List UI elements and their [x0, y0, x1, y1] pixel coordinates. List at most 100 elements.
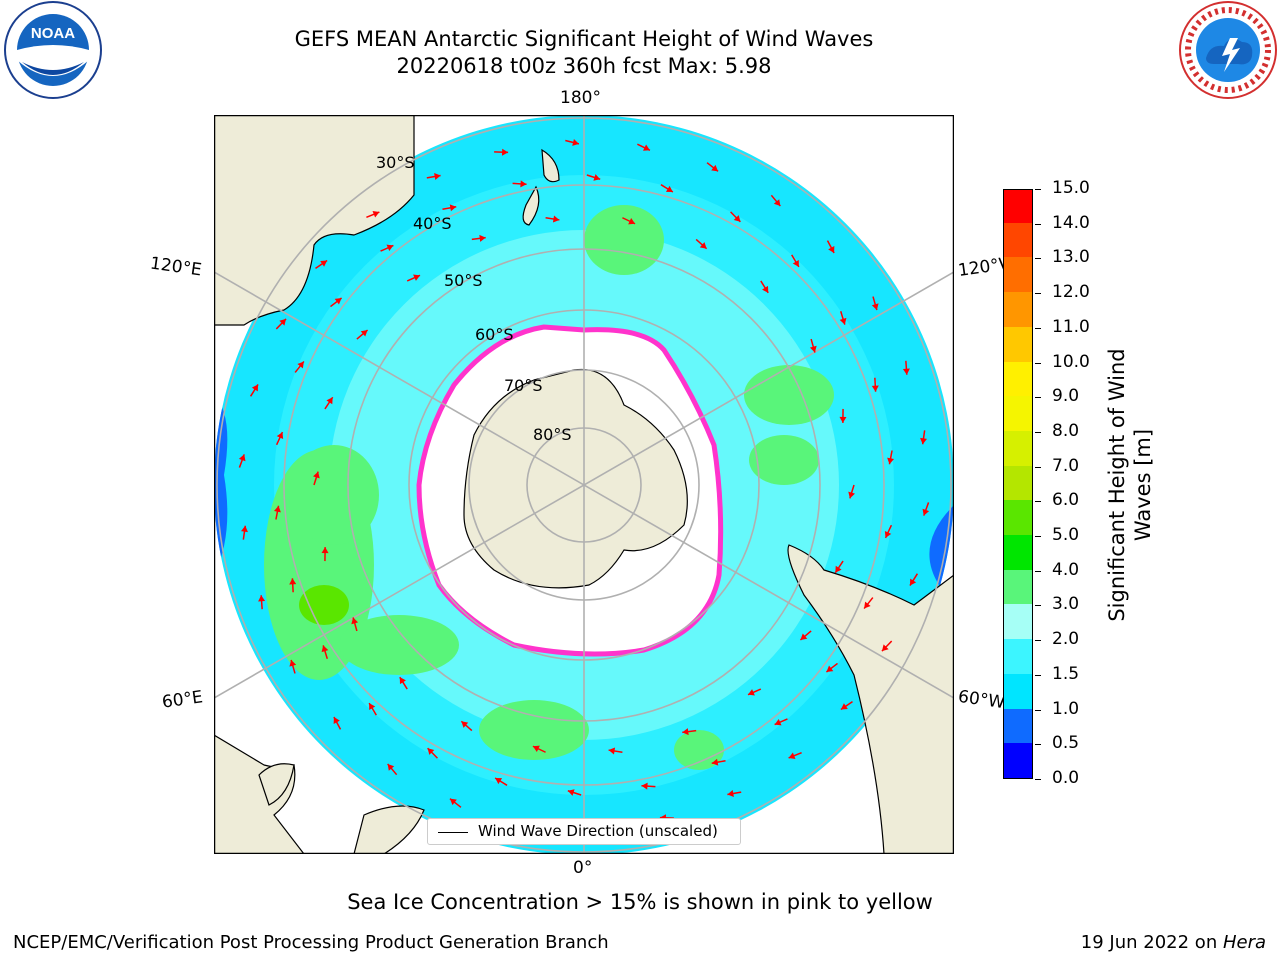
- wind-wave-arrow-head: [289, 578, 297, 585]
- colorbar-tick-label: 9.0: [1052, 386, 1080, 407]
- colorbar-segment: [1004, 742, 1032, 778]
- wave-low-1: [214, 395, 228, 575]
- footer-branch: NCEP/EMC/Verification Post Processing Pr…: [13, 932, 609, 953]
- map-title: GEFS MEAN Antarctic Significant Height o…: [294, 27, 874, 51]
- wind-wave-arrow-head: [279, 318, 287, 326]
- wind-wave-arrow-head: [920, 437, 927, 445]
- wind-wave-arrow-head: [809, 345, 817, 353]
- footer-date-text: 19 Jun 2022 on: [1080, 932, 1223, 953]
- colorbar-segment: [1004, 499, 1032, 536]
- wind-wave-arrow-head: [372, 211, 380, 218]
- lon-label-60e: 60°E: [160, 687, 205, 713]
- land-new-zealand: [522, 148, 560, 226]
- wind-wave-arrow-head: [501, 148, 509, 156]
- colorbar-segment: [1004, 291, 1032, 327]
- colorbar-tick-label: 11.0: [1052, 316, 1090, 337]
- wind-wave-arrow-head: [711, 164, 719, 172]
- wind-wave-arrow-head: [251, 384, 259, 392]
- colorbar-tick-label: 4.0: [1052, 559, 1080, 580]
- lat-label-70s: 70°S: [504, 376, 543, 395]
- wind-wave-arrow-head: [733, 215, 741, 222]
- wind-wave-arrow-head: [552, 215, 560, 223]
- map-border: [214, 115, 954, 854]
- colorbar-tick-label: 12.0: [1052, 282, 1090, 303]
- wind-wave-arrow-head: [532, 745, 540, 752]
- wave-patch-green-6: [749, 435, 819, 485]
- wind-wave-arrow-head: [788, 752, 796, 759]
- wind-wave-arrow-head: [434, 173, 441, 180]
- wind-wave-arrow-head: [461, 721, 469, 728]
- noaa-logo-text: NOAA: [31, 25, 75, 42]
- colorbar-tick: [1035, 570, 1041, 572]
- colorbar-tick: [1035, 640, 1041, 642]
- colorbar-tick-label: 10.0: [1052, 351, 1090, 372]
- wind-wave-arrow-head: [386, 244, 394, 252]
- colorbar-label: Significant Height of Wind Waves [m]: [1105, 348, 1155, 622]
- colorbar-tick: [1035, 327, 1041, 329]
- lat-label-30s: 30°S: [376, 153, 415, 172]
- wind-wave-arrow-head: [699, 242, 707, 249]
- colorbar-tick-label: 7.0: [1052, 455, 1080, 476]
- wave-patch-green-4: [584, 205, 664, 275]
- wave-patch-green-3: [479, 700, 589, 760]
- wind-wave-arrow-head: [828, 246, 835, 253]
- wave-patch-green-2: [339, 615, 459, 675]
- sea-ice-note: Sea Ice Concentration > 15% is shown in …: [347, 890, 933, 914]
- wind-wave-arrow-head: [241, 525, 248, 533]
- wind-wave-arrow-head: [289, 659, 297, 667]
- polar-map: [214, 115, 954, 854]
- wind-wave-arrow-head: [643, 144, 650, 151]
- colorbar-tick-label: 3.0: [1052, 594, 1080, 615]
- wind-wave-arrow-head: [276, 432, 284, 440]
- wind-wave-arrow-head: [387, 763, 395, 771]
- wind-wave-arrow-head: [360, 330, 368, 337]
- lat-label-40s: 40°S: [413, 214, 452, 233]
- colorbar-segment: [1004, 638, 1032, 674]
- colorbar-tick: [1035, 223, 1041, 225]
- wind-wave-arrow-head: [313, 471, 320, 479]
- colorbar-tick-label: 14.0: [1052, 212, 1090, 233]
- land-australia: [214, 115, 415, 326]
- colorbar-segment: [1004, 569, 1032, 605]
- colorbar: [1003, 189, 1033, 779]
- wind-wave-arrow-head: [351, 617, 359, 625]
- nws-logo: [1179, 1, 1277, 99]
- wind-wave-arrow-head: [413, 274, 421, 281]
- wind-wave-arrow-head: [881, 644, 889, 652]
- colorbar-tick-label: 5.0: [1052, 525, 1080, 546]
- map-legend: Wind Wave Direction (unscaled): [427, 818, 741, 845]
- wind-wave-arrow-head: [800, 633, 808, 640]
- wind-wave-arrow-head: [826, 665, 834, 672]
- wind-wave-arrow-head: [297, 361, 304, 369]
- wave-patch-green-7: [674, 730, 724, 770]
- lon-label-120e: 120°E: [148, 253, 203, 281]
- colorbar-tick: [1035, 779, 1041, 780]
- wind-wave-arrow-head: [320, 260, 328, 267]
- wind-wave-arrow-head: [449, 798, 457, 806]
- wind-wave-arrow-head: [479, 234, 486, 242]
- colorbar-tick: [1035, 431, 1041, 433]
- wind-wave-arrow-head: [682, 728, 689, 736]
- colorbar-tick-label: 1.0: [1052, 698, 1080, 719]
- wind-wave-arrow-head: [326, 397, 333, 405]
- noaa-logo: NOAA: [4, 1, 102, 99]
- colorbar-segment: [1004, 534, 1032, 570]
- wind-wave-arrow-head: [902, 368, 910, 375]
- colorbar-segment: [1004, 256, 1032, 293]
- lat-label-60s: 60°S: [475, 325, 514, 344]
- lon-label-60w: 60°W: [956, 686, 1007, 714]
- wind-wave-arrow-head: [567, 789, 575, 796]
- wind-wave-arrow-head: [773, 199, 781, 207]
- wind-wave-arrow-head: [727, 790, 734, 797]
- wind-wave-arrow-head: [593, 174, 601, 181]
- colorbar-tick: [1035, 674, 1041, 676]
- colorbar-tick-label: 0.0: [1052, 768, 1080, 788]
- wind-wave-arrow-head: [258, 595, 266, 602]
- wind-wave-arrow-head: [608, 747, 616, 755]
- footer-date: 19 Jun 2022 on Hera: [1081, 932, 1266, 953]
- wind-wave-arrow-head: [864, 601, 871, 609]
- wave-patch-peak: [299, 585, 349, 625]
- wind-wave-arrow-head: [762, 285, 769, 293]
- land-madagascar: [258, 763, 295, 806]
- colorbar-segment: [1004, 603, 1032, 640]
